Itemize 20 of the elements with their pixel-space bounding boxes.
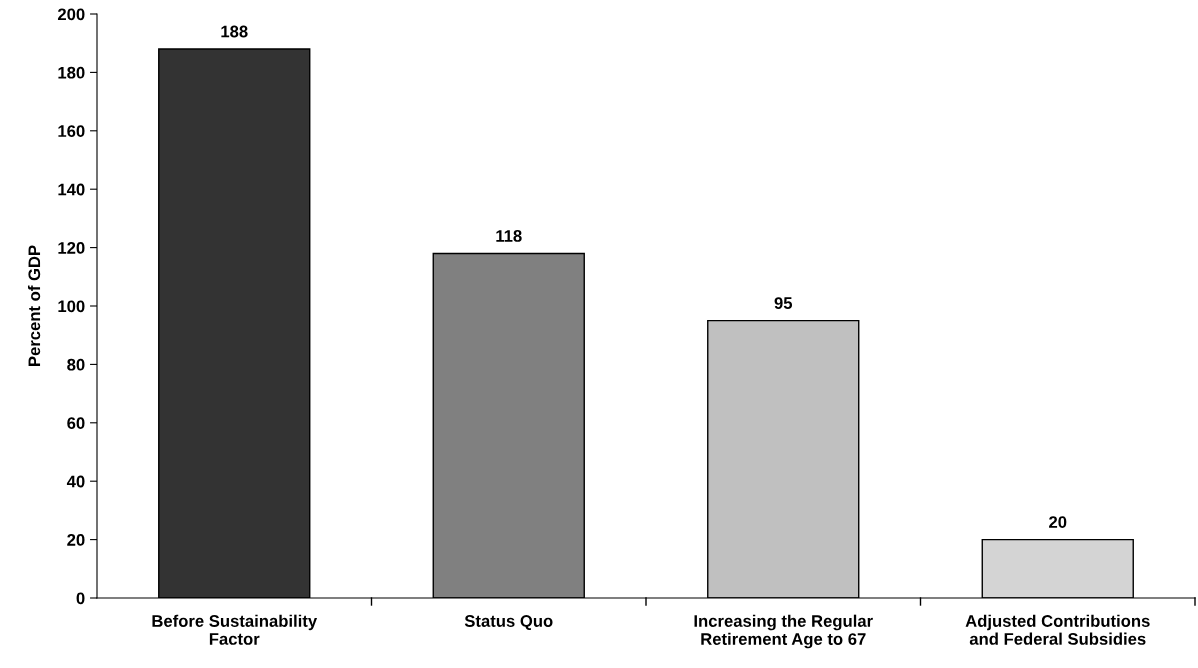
x-tick-label: Adjusted Contributions and Federal Subsidies: [965, 614, 1150, 645]
y-tick-label: 20: [67, 534, 85, 546]
y-tick-label: 40: [66, 475, 85, 488]
y-tick-label: 60: [67, 417, 85, 429]
x-tick-label: Status Quo: [464, 615, 553, 631]
x-tick-label: Increasing the Regular Retirement Age to 67: [694, 614, 873, 649]
y-tick-label: 80: [67, 358, 85, 371]
y-tick-label: 100: [58, 300, 85, 313]
data-label: 20: [1049, 516, 1067, 528]
y-tick-label: 120: [58, 242, 85, 254]
y-axis-title: Percent of GDP: [27, 245, 41, 367]
y-tick-label: 0: [76, 592, 85, 605]
y-tick-label: 180: [58, 66, 85, 79]
x-tick-label: Before Sustainability Factor: [152, 614, 318, 645]
y-tick-label: 200: [57, 8, 85, 21]
data-label: 95: [774, 297, 793, 309]
y-tick-label: 160: [58, 125, 85, 137]
data-label: 188: [221, 25, 248, 38]
data-label: 118: [496, 230, 522, 242]
y-tick-label: 140: [58, 183, 85, 196]
